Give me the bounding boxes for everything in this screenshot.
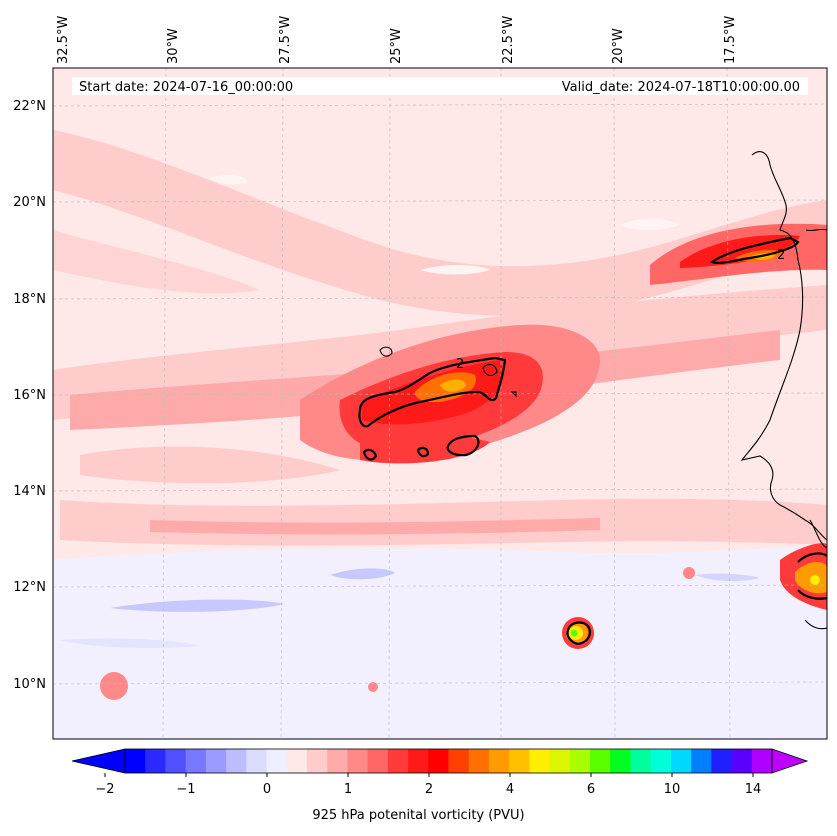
colorbar-cell bbox=[185, 749, 207, 773]
colorbar-tick-label: 14 bbox=[745, 782, 762, 797]
colorbar: −2 −1 0 1 2 4 6 10 14 bbox=[71, 748, 809, 797]
colorbar-cell bbox=[468, 749, 490, 773]
map-frame bbox=[52, 67, 828, 740]
colorbar-cell bbox=[145, 749, 166, 773]
colorbar-cell bbox=[751, 749, 773, 773]
longitude-labels: 32.5°W 30°W 27.5°W 25°W 22.5°W 20°W 17.5… bbox=[56, 16, 738, 64]
pv-band bbox=[80, 446, 340, 484]
colorbar-cell bbox=[387, 749, 409, 773]
colorbar-tick-label: 10 bbox=[664, 782, 681, 797]
pv-blob bbox=[100, 672, 128, 700]
negative-pv-streak bbox=[330, 568, 395, 580]
colorbar-tick-label: 2 bbox=[425, 782, 433, 797]
colorbar-tick-label: −1 bbox=[176, 782, 195, 797]
colorbar-tick-label: 4 bbox=[506, 782, 514, 797]
lon-label: 17.5°W bbox=[723, 16, 738, 64]
colorbar-cell bbox=[670, 749, 692, 773]
colorbar-cell bbox=[428, 749, 449, 773]
lon-label: 20°W bbox=[611, 28, 626, 64]
colorbar-cell bbox=[610, 749, 631, 773]
lat-label: 20°N bbox=[13, 195, 46, 210]
colorbar-cell bbox=[347, 749, 369, 773]
low-pv-streak bbox=[620, 218, 680, 231]
colorbar-cell bbox=[691, 749, 712, 773]
lat-label: 14°N bbox=[13, 484, 46, 499]
negative-pv-streak bbox=[695, 573, 760, 582]
colorbar-ticks bbox=[104, 773, 754, 777]
colorbar-cell bbox=[226, 749, 247, 773]
vortex-core bbox=[570, 629, 578, 637]
colorbar-cell bbox=[125, 749, 146, 773]
colorbar-min-extend bbox=[71, 748, 126, 774]
colorbar-cell bbox=[266, 749, 288, 773]
colorbar-tick-label: 0 bbox=[263, 782, 271, 797]
negative-pv-field bbox=[53, 545, 827, 739]
pv-band bbox=[53, 130, 827, 316]
lat-label: 16°N bbox=[13, 388, 46, 403]
colorbar-cell bbox=[286, 749, 308, 773]
valid-date-text: Valid_date: 2024-07-18T10:00:00.00 bbox=[562, 80, 800, 95]
colorbar-cell bbox=[711, 749, 733, 773]
colorbar-tick-label: 1 bbox=[344, 782, 352, 797]
pv-max-guinea-center bbox=[810, 575, 820, 585]
latitude-labels: 22°N 20°N 18°N 16°N 14°N 12°N 10°N bbox=[13, 99, 46, 692]
lat-label: 18°N bbox=[13, 292, 46, 307]
pv-band bbox=[150, 518, 600, 535]
negative-pv-streak bbox=[60, 638, 200, 648]
colorbar-cell bbox=[246, 749, 268, 773]
colorbar-cell bbox=[630, 749, 652, 773]
colorbar-tick-label: −2 bbox=[95, 782, 114, 797]
lat-label: 10°N bbox=[13, 677, 46, 692]
lat-label: 12°N bbox=[13, 580, 46, 595]
coastline bbox=[379, 151, 827, 630]
lon-label: 32.5°W bbox=[56, 16, 71, 64]
date-banner bbox=[72, 77, 808, 95]
lon-label: 27.5°W bbox=[278, 16, 293, 64]
colorbar-cell bbox=[488, 749, 510, 773]
colorbar-outline bbox=[124, 748, 773, 774]
colorbar-cell bbox=[408, 749, 429, 773]
colorbar-cell bbox=[327, 749, 348, 773]
colorbar-cell bbox=[650, 749, 672, 773]
low-pv-streak bbox=[420, 265, 490, 275]
colorbar-label: 925 hPa potenital vorticity (PVU) bbox=[312, 808, 525, 823]
colorbar-cell bbox=[590, 749, 611, 773]
lon-label: 30°W bbox=[166, 28, 181, 64]
lon-label: 25°W bbox=[389, 28, 404, 64]
colorbar-cell bbox=[367, 749, 389, 773]
colorbar-cell bbox=[165, 749, 187, 773]
colorbar-cell bbox=[569, 749, 591, 773]
colorbar-tick-label: 6 bbox=[587, 782, 595, 797]
contour-label: 2 bbox=[777, 248, 785, 263]
pv-2-contours bbox=[358, 236, 827, 646]
contour-label: 2 bbox=[456, 357, 464, 372]
pv-max-core bbox=[440, 379, 466, 392]
pv-band bbox=[53, 230, 260, 294]
negative-pv-streak bbox=[110, 599, 285, 612]
lat-label: 22°N bbox=[13, 99, 46, 114]
colorbar-cell bbox=[306, 749, 328, 773]
graticule bbox=[53, 68, 827, 739]
pv-blob bbox=[368, 682, 378, 692]
colorbar-cells bbox=[125, 749, 773, 773]
colorbar-cell bbox=[731, 749, 753, 773]
colorbar-cell bbox=[549, 749, 571, 773]
colorbar-max-extend bbox=[771, 748, 809, 774]
colorbar-cell bbox=[205, 749, 227, 773]
colorbar-cell bbox=[529, 749, 551, 773]
low-pv-streak bbox=[210, 175, 248, 185]
colorbar-cell bbox=[448, 749, 470, 773]
map-panel: 2 2 bbox=[53, 68, 827, 739]
pv-blob bbox=[683, 567, 695, 579]
colorbar-cell bbox=[509, 749, 530, 773]
start-date-text: Start date: 2024-07-16_00:00:00 bbox=[79, 80, 293, 95]
lon-label: 22.5°W bbox=[501, 16, 516, 64]
